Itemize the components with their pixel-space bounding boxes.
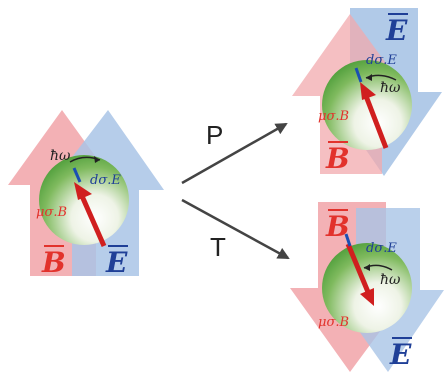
panel-parity: dσ.E ħω μσ.B E B — [292, 8, 442, 176]
spin-arrowhead-time — [360, 288, 374, 306]
d-sigma-e-label-time: dσ.E — [366, 241, 397, 256]
spin-tail — [72, 167, 82, 183]
time-reversal-arrow — [181, 198, 290, 260]
time-reversal-label: T — [210, 232, 226, 262]
d-sigma-e-label: dσ.E — [90, 173, 121, 188]
mu-sigma-b-label-parity: μσ.B — [318, 109, 349, 124]
d-sigma-e-label-parity: dσ.E — [366, 53, 397, 68]
parity-label: P — [206, 120, 223, 150]
mu-sigma-b-label: μσ.B — [36, 205, 67, 220]
e-label-time: E — [389, 338, 412, 371]
hbar-omega-label-time: ħω — [380, 272, 401, 288]
e-label-parity: E — [385, 14, 408, 47]
e-label: E — [105, 246, 128, 279]
transformations: P T — [181, 120, 290, 262]
panel-time-reversal: dσ.E ħω μσ.B B E — [290, 202, 444, 372]
b-label-parity: B — [325, 142, 350, 175]
b-label: B — [41, 246, 66, 279]
spin-arrow — [79, 194, 107, 248]
spin-arrowhead — [74, 182, 92, 200]
rotation-arc-head — [94, 156, 100, 163]
spin-arrow-parity — [363, 95, 389, 149]
hbar-omega-label: ħω — [50, 148, 71, 164]
rotation-arc-head-parity — [366, 74, 372, 81]
parity-arrow — [181, 122, 288, 185]
panel-initial: ħω dσ.E μσ.B B E — [8, 110, 164, 279]
spin-tail-parity — [354, 67, 363, 83]
hbar-omega-label-parity: ħω — [380, 80, 401, 96]
b-label-time: B — [325, 210, 350, 243]
spin-arrow-time — [345, 243, 371, 293]
mu-sigma-b-label-time: μσ.B — [318, 315, 349, 330]
spin-arrowhead-parity — [360, 82, 376, 100]
rotation-arc-head-time — [364, 264, 370, 271]
spin-tail-time — [344, 233, 352, 247]
